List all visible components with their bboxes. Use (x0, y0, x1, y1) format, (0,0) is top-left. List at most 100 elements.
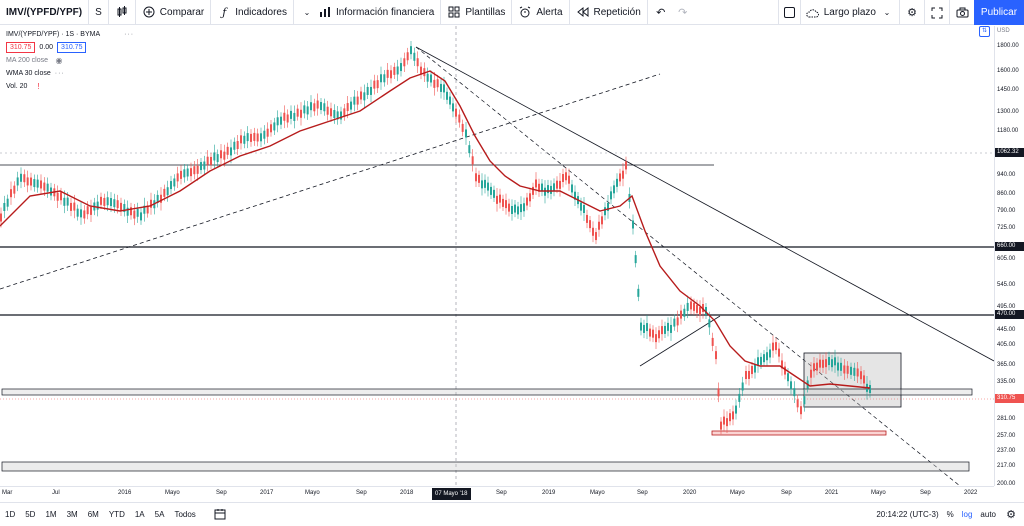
price-label: 790.00 (997, 208, 1016, 214)
ma-legend[interactable]: MA 200 close (6, 57, 49, 64)
candle-body (452, 103, 454, 112)
layout-menu[interactable]: Largo plazo ⌄ (799, 0, 899, 25)
range-6m[interactable]: 6M (87, 509, 99, 519)
symbol-search[interactable]: IMV/(YPFD/YPF) (0, 0, 90, 25)
candle-body (586, 214, 588, 223)
candle-body (819, 359, 821, 368)
candle-body (140, 212, 142, 221)
more-icon[interactable]: ··· (124, 31, 135, 38)
candle-body (76, 208, 79, 217)
candle-body (523, 203, 525, 212)
replay-button[interactable]: Repetición (570, 0, 648, 25)
candle-body (696, 304, 698, 313)
candle-body (46, 183, 49, 192)
wma-legend[interactable]: WMA 30 close (6, 70, 51, 77)
snapshot-button[interactable] (949, 0, 974, 25)
candle-body (493, 189, 495, 198)
price-label: 237.00 (997, 448, 1016, 454)
price-label: 1450.00 (997, 87, 1019, 93)
candle-body (143, 205, 146, 214)
price-chart[interactable] (0, 26, 994, 486)
eye-off-icon[interactable]: ◉ (55, 56, 63, 65)
range-5a[interactable]: 5A (154, 509, 165, 519)
candle-body (840, 362, 842, 371)
candle-body (170, 181, 172, 190)
candle-body (410, 46, 412, 55)
time-axis[interactable]: 07 Mayo '18 Mar Jul 2016 Mayo Sep 2017 Mayo Sep… (0, 486, 994, 500)
more-icon[interactable]: ··· (54, 70, 65, 77)
range-all[interactable]: Todos (174, 509, 196, 519)
candle-body (330, 108, 332, 117)
log-toggle[interactable]: log (961, 510, 973, 519)
candle-body (166, 187, 169, 196)
candle-body (559, 180, 561, 189)
bottom-right: 20:14:22 (UTC-3) % log auto ⚙ (876, 503, 1018, 526)
candle-body (186, 168, 189, 177)
compare-button[interactable]: Comparar (136, 0, 212, 25)
interval-button[interactable]: S (89, 0, 109, 25)
templates-button[interactable]: Plantillas (441, 0, 513, 25)
range-5d[interactable]: 5D (25, 509, 36, 519)
candle-body (80, 209, 82, 218)
candle-body (296, 108, 299, 117)
percent-toggle[interactable]: % (946, 510, 954, 519)
fullscreen-button[interactable] (924, 0, 949, 25)
range-3m[interactable]: 3M (66, 509, 78, 519)
axis-settings-icon[interactable]: ⇅ (979, 26, 990, 37)
vol-legend[interactable]: Vol. 20 (6, 83, 28, 90)
clock-display[interactable]: 20:14:22 (UTC-3) (876, 510, 939, 519)
candle-body (751, 366, 753, 375)
candle-body (565, 172, 567, 181)
multi-chart-button[interactable] (777, 0, 800, 25)
candle-body (632, 220, 634, 229)
settings-button[interactable]: ⚙ (899, 0, 924, 25)
candle-body (550, 185, 552, 194)
candle-body (290, 110, 292, 119)
auto-toggle[interactable]: auto (980, 510, 996, 519)
redo-icon[interactable]: ↷ (678, 6, 688, 19)
candle-body (793, 388, 796, 397)
bid-box[interactable]: 310.75 (6, 42, 36, 53)
price-label: 1300.00 (997, 109, 1019, 115)
publish-button[interactable]: Publicar (974, 0, 1024, 25)
chevron-down-icon: ⌄ (883, 8, 891, 17)
indicators-button[interactable]: ƒ Indicadores (211, 0, 294, 25)
time-label: 2020 (683, 490, 697, 496)
time-label: Sep (216, 490, 227, 496)
candle-body (323, 103, 326, 112)
candle-body (340, 111, 342, 120)
candle-body (601, 216, 603, 225)
candle-body (853, 367, 856, 376)
candle-body (598, 221, 600, 230)
range-ytd[interactable]: YTD (108, 509, 125, 519)
price-axis[interactable]: USD ⇅ 1062.32 660.00 470.00 310.75 1800.… (979, 26, 1024, 487)
triangle-support-line (639, 315, 721, 367)
chart-type-button[interactable] (109, 0, 136, 25)
candle-body (760, 356, 762, 365)
gear-icon[interactable]: ⚙ (1006, 509, 1016, 521)
candle-body (333, 110, 336, 119)
price-tag-470: 470.00 (995, 310, 1024, 319)
bottom-band (1, 461, 970, 472)
range-1a[interactable]: 1A (134, 509, 145, 519)
candle-body (100, 196, 102, 205)
date-range-icon[interactable] (213, 507, 227, 521)
alert-button[interactable]: Alerta (512, 0, 570, 25)
ask-box[interactable]: 310.75 (57, 42, 87, 53)
candle-body (511, 206, 513, 215)
financials-button[interactable]: ⌄ Información financiera (294, 0, 442, 25)
candle-body (176, 173, 179, 182)
candle-body (529, 193, 531, 202)
candle-body (831, 359, 833, 368)
range-1m[interactable]: 1M (45, 509, 57, 519)
undo-icon[interactable]: ↶ (656, 6, 666, 19)
candle-body (652, 329, 654, 338)
candle-body (313, 103, 316, 112)
candle-body (810, 369, 812, 378)
candle-body (40, 180, 42, 189)
candle-body (60, 192, 62, 201)
candle-body (433, 79, 436, 88)
price-label: 545.00 (997, 282, 1016, 288)
price-tag-660: 660.00 (995, 242, 1024, 251)
range-1d[interactable]: 1D (5, 509, 16, 519)
